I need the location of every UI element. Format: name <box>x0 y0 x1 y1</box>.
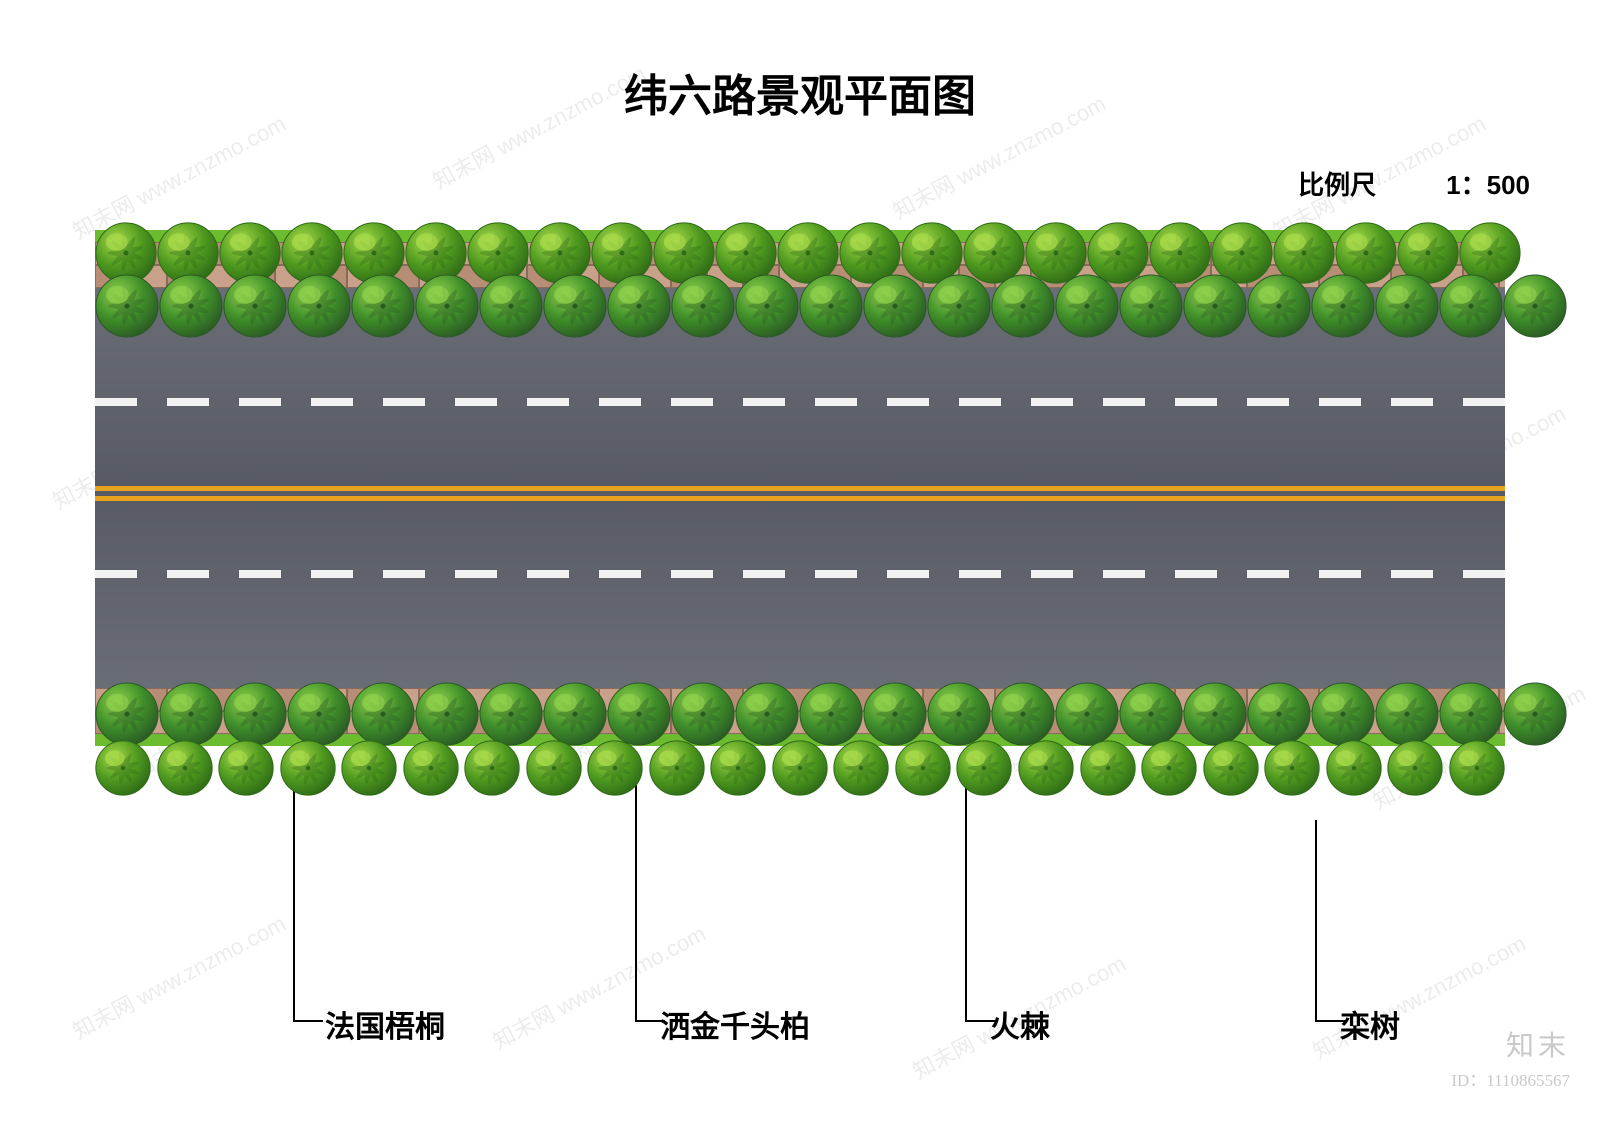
tree-icon <box>1247 682 1311 746</box>
tree-icon <box>95 740 151 796</box>
tree-icon <box>710 740 766 796</box>
tree-icon <box>479 682 543 746</box>
tree-icon <box>403 740 459 796</box>
tree-icon <box>1375 682 1439 746</box>
tree-icon <box>1080 740 1136 796</box>
tree-icon <box>895 740 951 796</box>
callout-line <box>965 775 967 1020</box>
tree-icon <box>587 740 643 796</box>
tree-icon <box>159 274 223 338</box>
legend-label: 栾树 <box>1340 1002 1400 1046</box>
tree-icon <box>287 274 351 338</box>
tree-icon <box>1503 274 1567 338</box>
tree-icon <box>1264 740 1320 796</box>
tree-icon <box>863 682 927 746</box>
tree-icon <box>991 274 1055 338</box>
tree-icon <box>1141 740 1197 796</box>
tree-icon <box>415 274 479 338</box>
scale-label: 比例尺 <box>1298 165 1376 202</box>
tree-icon <box>1119 682 1183 746</box>
tree-icon <box>735 682 799 746</box>
callout-line <box>293 775 295 1020</box>
tree-icon <box>1387 740 1443 796</box>
center-line <box>95 486 1505 491</box>
tree-icon <box>351 682 415 746</box>
tree-icon <box>1183 274 1247 338</box>
tree-icon <box>1311 682 1375 746</box>
tree-icon <box>415 682 479 746</box>
tree-row <box>95 682 1505 746</box>
watermark-brand: 知末 <box>1451 1024 1570 1064</box>
tree-icon <box>927 682 991 746</box>
tree-icon <box>607 274 671 338</box>
scale-row: 比例尺 1：500 <box>1298 165 1530 202</box>
road <box>95 288 1505 688</box>
tree-icon <box>218 740 274 796</box>
tree-icon <box>157 740 213 796</box>
tree-icon <box>341 740 397 796</box>
tree-icon <box>287 682 351 746</box>
tree-icon <box>799 274 863 338</box>
watermark-id: ID：1110865567 <box>1451 1066 1570 1091</box>
tree-icon <box>1326 740 1382 796</box>
tree-row <box>95 274 1505 338</box>
tree-icon <box>1439 274 1503 338</box>
tree-icon <box>543 682 607 746</box>
tree-icon <box>956 740 1012 796</box>
tree-icon <box>671 682 735 746</box>
tree-row <box>95 740 1505 796</box>
tree-icon <box>223 682 287 746</box>
tree-icon <box>95 274 159 338</box>
landscape-plan <box>95 230 1505 746</box>
tree-icon <box>863 274 927 338</box>
tree-icon <box>1055 682 1119 746</box>
tree-icon <box>772 740 828 796</box>
legend-label: 法国梧桐 <box>325 1002 445 1046</box>
callout-tick <box>293 1020 323 1022</box>
legend-label: 洒金千头柏 <box>660 1002 810 1046</box>
lane-marking-upper <box>95 398 1505 406</box>
center-double-yellow <box>95 486 1505 506</box>
tree-icon <box>1375 274 1439 338</box>
tree-icon <box>735 274 799 338</box>
tree-icon <box>479 274 543 338</box>
tree-icon <box>649 740 705 796</box>
lane-marking-lower <box>95 570 1505 578</box>
tree-icon <box>1503 682 1567 746</box>
tree-icon <box>991 682 1055 746</box>
tree-icon <box>1203 740 1259 796</box>
scale-value: 1：500 <box>1446 165 1530 202</box>
tree-icon <box>280 740 336 796</box>
center-line <box>95 496 1505 501</box>
tree-icon <box>1018 740 1074 796</box>
tree-icon <box>526 740 582 796</box>
callout-line <box>635 775 637 1020</box>
tree-icon <box>1247 274 1311 338</box>
tree-icon <box>833 740 889 796</box>
tree-icon <box>1055 274 1119 338</box>
diagram-title: 纬六路景观平面图 <box>0 60 1600 124</box>
tree-icon <box>927 274 991 338</box>
legend-callouts: 法国梧桐 洒金千头柏 火棘 栾树 <box>95 840 1505 1070</box>
source-watermark: 知末 ID：1110865567 <box>1451 1024 1570 1091</box>
tree-icon <box>351 274 415 338</box>
legend-label: 火棘 <box>990 1002 1050 1046</box>
tree-icon <box>671 274 735 338</box>
tree-icon <box>1439 682 1503 746</box>
tree-icon <box>799 682 863 746</box>
tree-icon <box>1183 682 1247 746</box>
tree-icon <box>1311 274 1375 338</box>
callout-line <box>1315 820 1317 1020</box>
tree-icon <box>159 682 223 746</box>
tree-icon <box>1449 740 1505 796</box>
tree-icon <box>95 682 159 746</box>
tree-icon <box>543 274 607 338</box>
tree-icon <box>1119 274 1183 338</box>
tree-icon <box>607 682 671 746</box>
tree-icon <box>223 274 287 338</box>
tree-icon <box>464 740 520 796</box>
